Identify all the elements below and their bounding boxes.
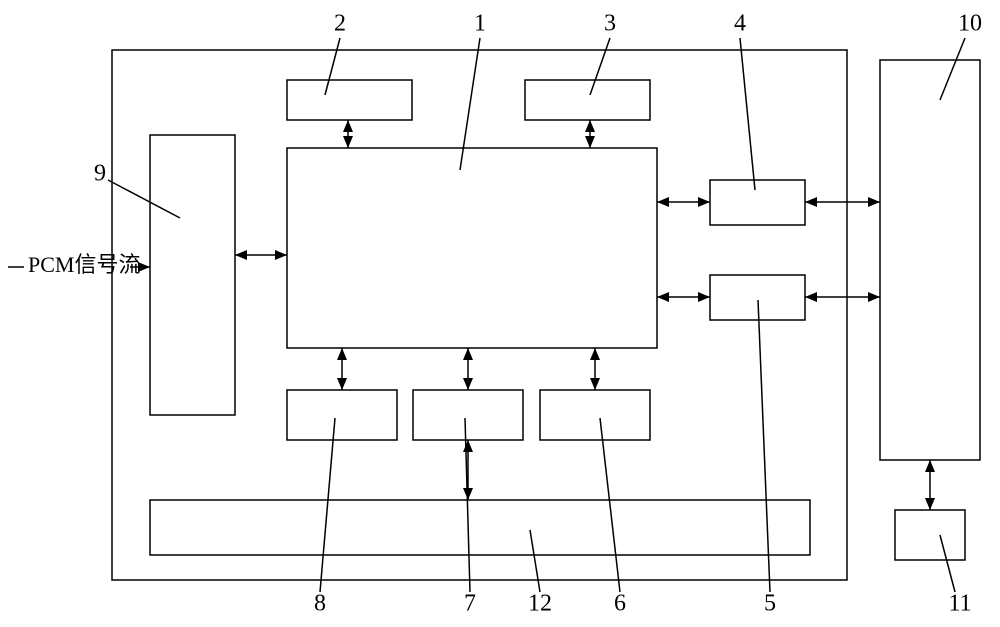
leader-ll4 [740, 38, 755, 190]
input-signal-label: PCM信号流 [28, 252, 140, 277]
leader-ll9 [108, 180, 180, 218]
label-l12: 12 [528, 591, 552, 617]
leader-ll6 [600, 418, 620, 592]
label-l6: 6 [614, 591, 626, 617]
box-ten [880, 60, 980, 460]
label-l3: 3 [604, 11, 616, 37]
label-l8: 8 [314, 591, 326, 617]
box-five [710, 275, 805, 320]
box-six [540, 390, 650, 440]
leader-ll1 [460, 38, 480, 170]
box-one [287, 148, 657, 348]
label-l2: 2 [334, 11, 346, 37]
box-eight [287, 390, 397, 440]
box-nine [150, 135, 235, 415]
box-three [525, 80, 650, 120]
leader-ll8 [320, 418, 335, 592]
leader-ll10 [940, 38, 965, 100]
box-seven [413, 390, 523, 440]
label-l4: 4 [734, 11, 746, 37]
label-l11: 11 [948, 591, 971, 617]
leader-ll11 [940, 535, 955, 592]
box-eleven [895, 510, 965, 560]
box-twelve [150, 500, 810, 555]
leader-ll2 [325, 38, 340, 95]
leader-ll3 [590, 38, 610, 95]
label-l5: 5 [764, 591, 776, 617]
label-l9: 9 [94, 161, 106, 187]
box-two [287, 80, 412, 120]
label-l10: 10 [958, 11, 982, 37]
box-four [710, 180, 805, 225]
leader-ll12 [530, 530, 540, 592]
label-l1: 1 [474, 11, 486, 37]
label-l7: 7 [464, 591, 476, 617]
leader-ll5 [758, 300, 770, 592]
